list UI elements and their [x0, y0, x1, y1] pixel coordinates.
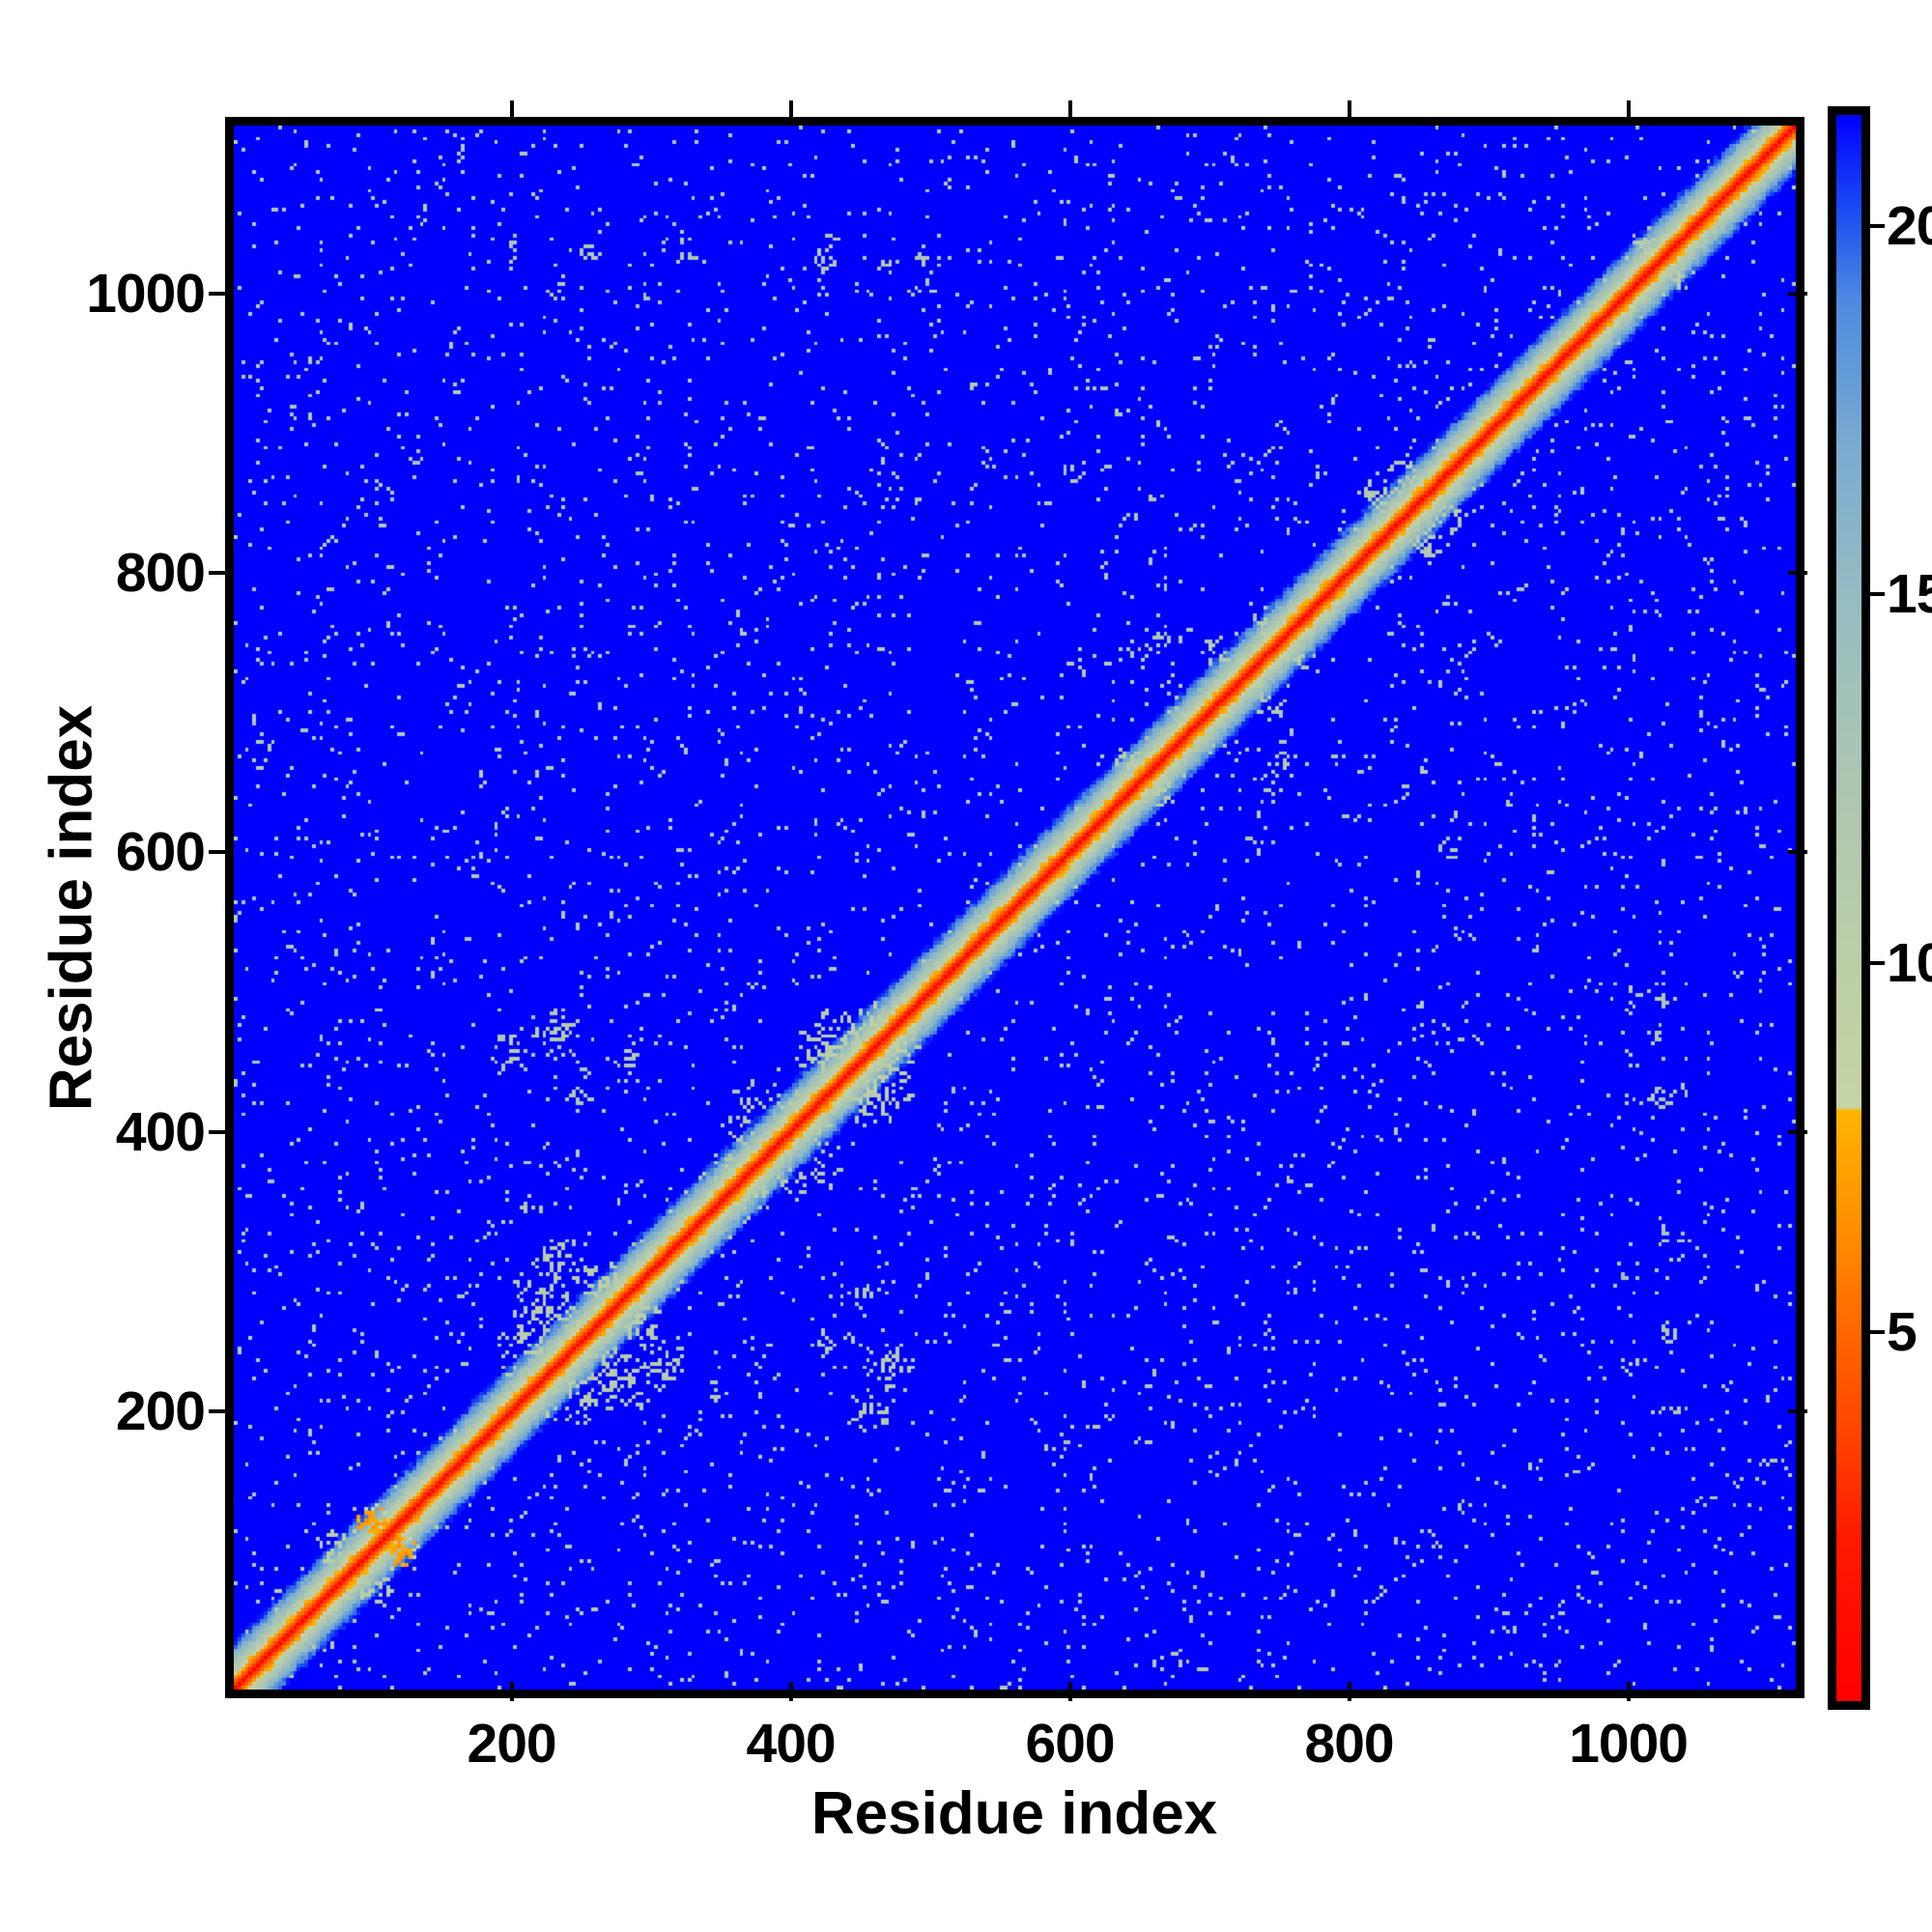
- x-axis-tick: [509, 1682, 514, 1701]
- x-axis-tick-label: 600: [1025, 1713, 1116, 1775]
- colorbar-gradient: [1836, 115, 1861, 1701]
- y-axis-tick: [1788, 291, 1807, 296]
- y-axis-tick: [209, 1409, 225, 1414]
- x-axis-tick: [1347, 100, 1351, 117]
- x-axis-tick: [788, 100, 793, 117]
- colorbar-tick-label: 15: [1887, 563, 1932, 626]
- y-axis-tick-label: 400: [115, 1100, 206, 1163]
- x-axis-tick: [1626, 100, 1631, 117]
- heatmap-canvas: [234, 126, 1796, 1690]
- y-axis-tick-label: 1000: [86, 262, 206, 325]
- colorbar[interactable]: [1828, 106, 1870, 1710]
- x-axis-tick: [509, 100, 514, 117]
- colorbar-tick-label: 10: [1887, 932, 1932, 995]
- y-axis-tick: [209, 1129, 225, 1134]
- y-axis-tick: [209, 291, 225, 296]
- x-axis-tick-label: 1000: [1569, 1713, 1689, 1775]
- x-axis-tick: [1626, 1682, 1631, 1701]
- y-axis-tick-label: 200: [115, 1380, 206, 1443]
- y-axis-tick: [1788, 1409, 1807, 1414]
- y-axis-tick: [1788, 1129, 1807, 1134]
- colorbar-tick: [1870, 961, 1885, 966]
- x-axis-tick: [1347, 1682, 1351, 1701]
- x-axis-tick: [788, 1682, 793, 1701]
- heatmap-plot-area[interactable]: [225, 117, 1804, 1698]
- x-axis-label: Residue index: [810, 1780, 1218, 1847]
- y-axis-tick: [209, 850, 225, 855]
- colorbar-tick-label: 20: [1887, 194, 1932, 257]
- y-axis-tick-label: 800: [115, 541, 206, 604]
- y-axis-tick: [1788, 570, 1807, 575]
- x-axis-tick-label: 400: [746, 1713, 837, 1775]
- colorbar-tick-label: 5: [1887, 1301, 1918, 1364]
- y-axis-tick-label: 600: [115, 821, 206, 884]
- x-axis-tick: [1067, 1682, 1072, 1701]
- y-axis-tick: [1788, 850, 1807, 855]
- colorbar-tick: [1870, 592, 1885, 597]
- colorbar-tick: [1870, 1330, 1885, 1335]
- x-axis-tick: [1067, 100, 1072, 117]
- colorbar-tick: [1870, 223, 1885, 228]
- y-axis-label: Residue index: [38, 704, 105, 1112]
- y-axis-tick: [209, 570, 225, 575]
- x-axis-tick-label: 200: [467, 1713, 557, 1775]
- x-axis-tick-label: 800: [1304, 1713, 1395, 1775]
